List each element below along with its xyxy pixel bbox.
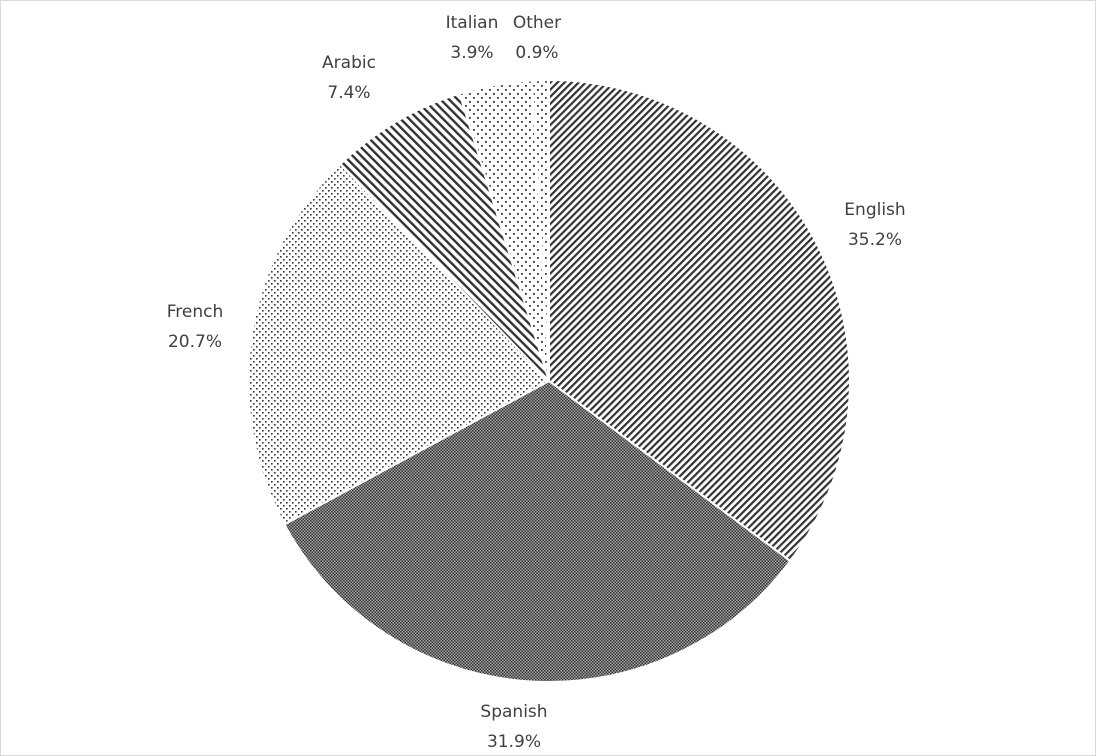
label-name-arabic: Arabic: [322, 53, 376, 73]
label-name-italian: Italian: [446, 13, 499, 33]
pie-slice-arabic: [338, 92, 550, 382]
label-name-other: Other: [513, 13, 561, 33]
label-value-other: 0.9%: [515, 43, 558, 63]
label-value-spanish: 31.9%: [487, 732, 541, 752]
label-name-french: French: [167, 302, 224, 322]
label-value-italian: 3.9%: [450, 43, 493, 63]
label-name-spanish: Spanish: [480, 702, 547, 722]
pie-slice-english: [548, 78, 851, 563]
pie-slice-other: [530, 78, 550, 382]
label-value-arabic: 7.4%: [327, 83, 370, 103]
pie-slice-french: [247, 162, 551, 526]
label-name-english: English: [844, 200, 905, 220]
label-value-english: 35.2%: [848, 230, 902, 250]
label-value-french: 20.7%: [168, 332, 222, 352]
